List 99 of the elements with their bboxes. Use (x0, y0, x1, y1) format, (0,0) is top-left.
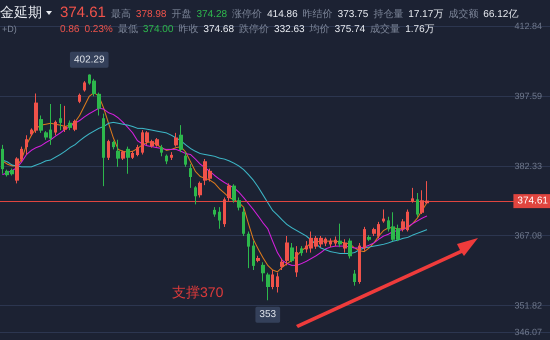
y-tick-label: 346.07 (514, 327, 542, 337)
candlestick (343, 238, 347, 254)
candlestick (160, 144, 163, 157)
candlestick (121, 150, 125, 160)
annotation: 374.00 (142, 24, 174, 35)
annotation: 375.74 (334, 24, 366, 35)
candlestick (256, 255, 260, 263)
candlestick (189, 164, 192, 188)
candlestick (348, 238, 352, 260)
candlestick (247, 230, 250, 269)
candlestick (218, 206, 221, 230)
candlestick (136, 144, 139, 157)
candlestick (179, 124, 183, 153)
line-series (2, 122, 428, 254)
candlestick (213, 206, 216, 218)
annotation: 昨收 (178, 23, 198, 36)
annotation: 332.63 (274, 24, 305, 35)
annotation: 跌停价 (239, 22, 270, 36)
annotation: 持仓量 (373, 8, 404, 21)
chart-title: 金延期 (0, 4, 42, 22)
annotation: 0.86 (60, 24, 80, 35)
candlestick (261, 262, 265, 282)
candlestick (276, 272, 279, 293)
candlestick (252, 240, 255, 270)
candlestick (34, 93, 38, 134)
candlestick (165, 154, 168, 165)
y-tick-label: 412.84 (514, 20, 542, 31)
candlestick (363, 226, 366, 252)
candlestick (131, 150, 134, 160)
candlestick (59, 104, 62, 131)
candlestick (358, 242, 361, 284)
annotation: 开盘 (171, 8, 192, 21)
candlestick (102, 113, 105, 187)
candlestick (367, 234, 371, 242)
candlestick (116, 139, 120, 168)
annotation: 374.68 (203, 24, 234, 35)
candlestick (184, 152, 187, 168)
candlestick (232, 184, 236, 204)
candlestick (242, 206, 245, 237)
annotation: 0.23% (84, 24, 113, 35)
candlestick (382, 208, 385, 224)
candlestick (237, 197, 241, 211)
annotation: 374.61 (60, 4, 106, 21)
candlestick (1, 144, 4, 174)
annotation: 最高 (110, 8, 131, 21)
candlestick (63, 105, 67, 133)
candlestick (280, 258, 284, 270)
candlestick (266, 272, 270, 301)
annotation: 378.98 (136, 9, 166, 20)
ref-line-label: 374.61 (517, 196, 548, 207)
candlestick (295, 246, 298, 278)
y-tick-label: 397.59 (514, 90, 542, 101)
candlestick (97, 92, 101, 116)
annotation: 1.76万 (405, 23, 435, 36)
annotation: 353 (259, 309, 277, 320)
annotation: 17.17万 (408, 8, 444, 21)
annotation: 373.75 (338, 9, 368, 20)
y-tick-label: 382.33 (514, 160, 542, 171)
candlestick (73, 119, 77, 132)
text: 66.12亿 (483, 8, 518, 21)
candlestick (39, 115, 43, 134)
annotation: 昨结价 (302, 8, 333, 21)
candlestick (334, 236, 337, 247)
candlestick (174, 132, 178, 148)
annotation: 成交量 (370, 22, 400, 36)
y-tick-label: 351.82 (514, 300, 542, 311)
candlestick (107, 139, 110, 160)
annotation: 374.28 (196, 9, 228, 20)
candlestick (78, 93, 81, 104)
candlestick (112, 140, 115, 150)
candlestick (285, 236, 289, 266)
candlestick (126, 146, 130, 174)
candlestick (338, 223, 342, 248)
annotation: 均价 (310, 23, 330, 36)
candlestick (223, 197, 226, 228)
text: +D) (2, 24, 17, 34)
candlestick (83, 80, 86, 92)
annotation: 最低 (118, 23, 138, 36)
annotation: 支撑370 (172, 284, 224, 302)
candlestick (170, 152, 173, 160)
annotation: 414.86 (267, 9, 298, 20)
candlestick (353, 269, 356, 286)
candlestick (92, 78, 96, 97)
candlestick (54, 120, 57, 136)
candlestick (25, 134, 28, 155)
candlestick (300, 246, 303, 256)
candlestick (416, 192, 419, 218)
candlestick (329, 238, 332, 248)
text: 成交额 (448, 8, 478, 21)
candlestick (271, 269, 274, 290)
y-tick-label: 367.08 (514, 230, 542, 241)
candlestick (68, 120, 72, 131)
candlestick (194, 186, 197, 205)
annotation: 402.29 (74, 54, 105, 66)
candlestick (227, 182, 231, 202)
candlestick (411, 187, 414, 204)
candlestick (198, 181, 202, 198)
candlestick (290, 242, 294, 263)
annotation: 涨停价 (232, 8, 262, 21)
